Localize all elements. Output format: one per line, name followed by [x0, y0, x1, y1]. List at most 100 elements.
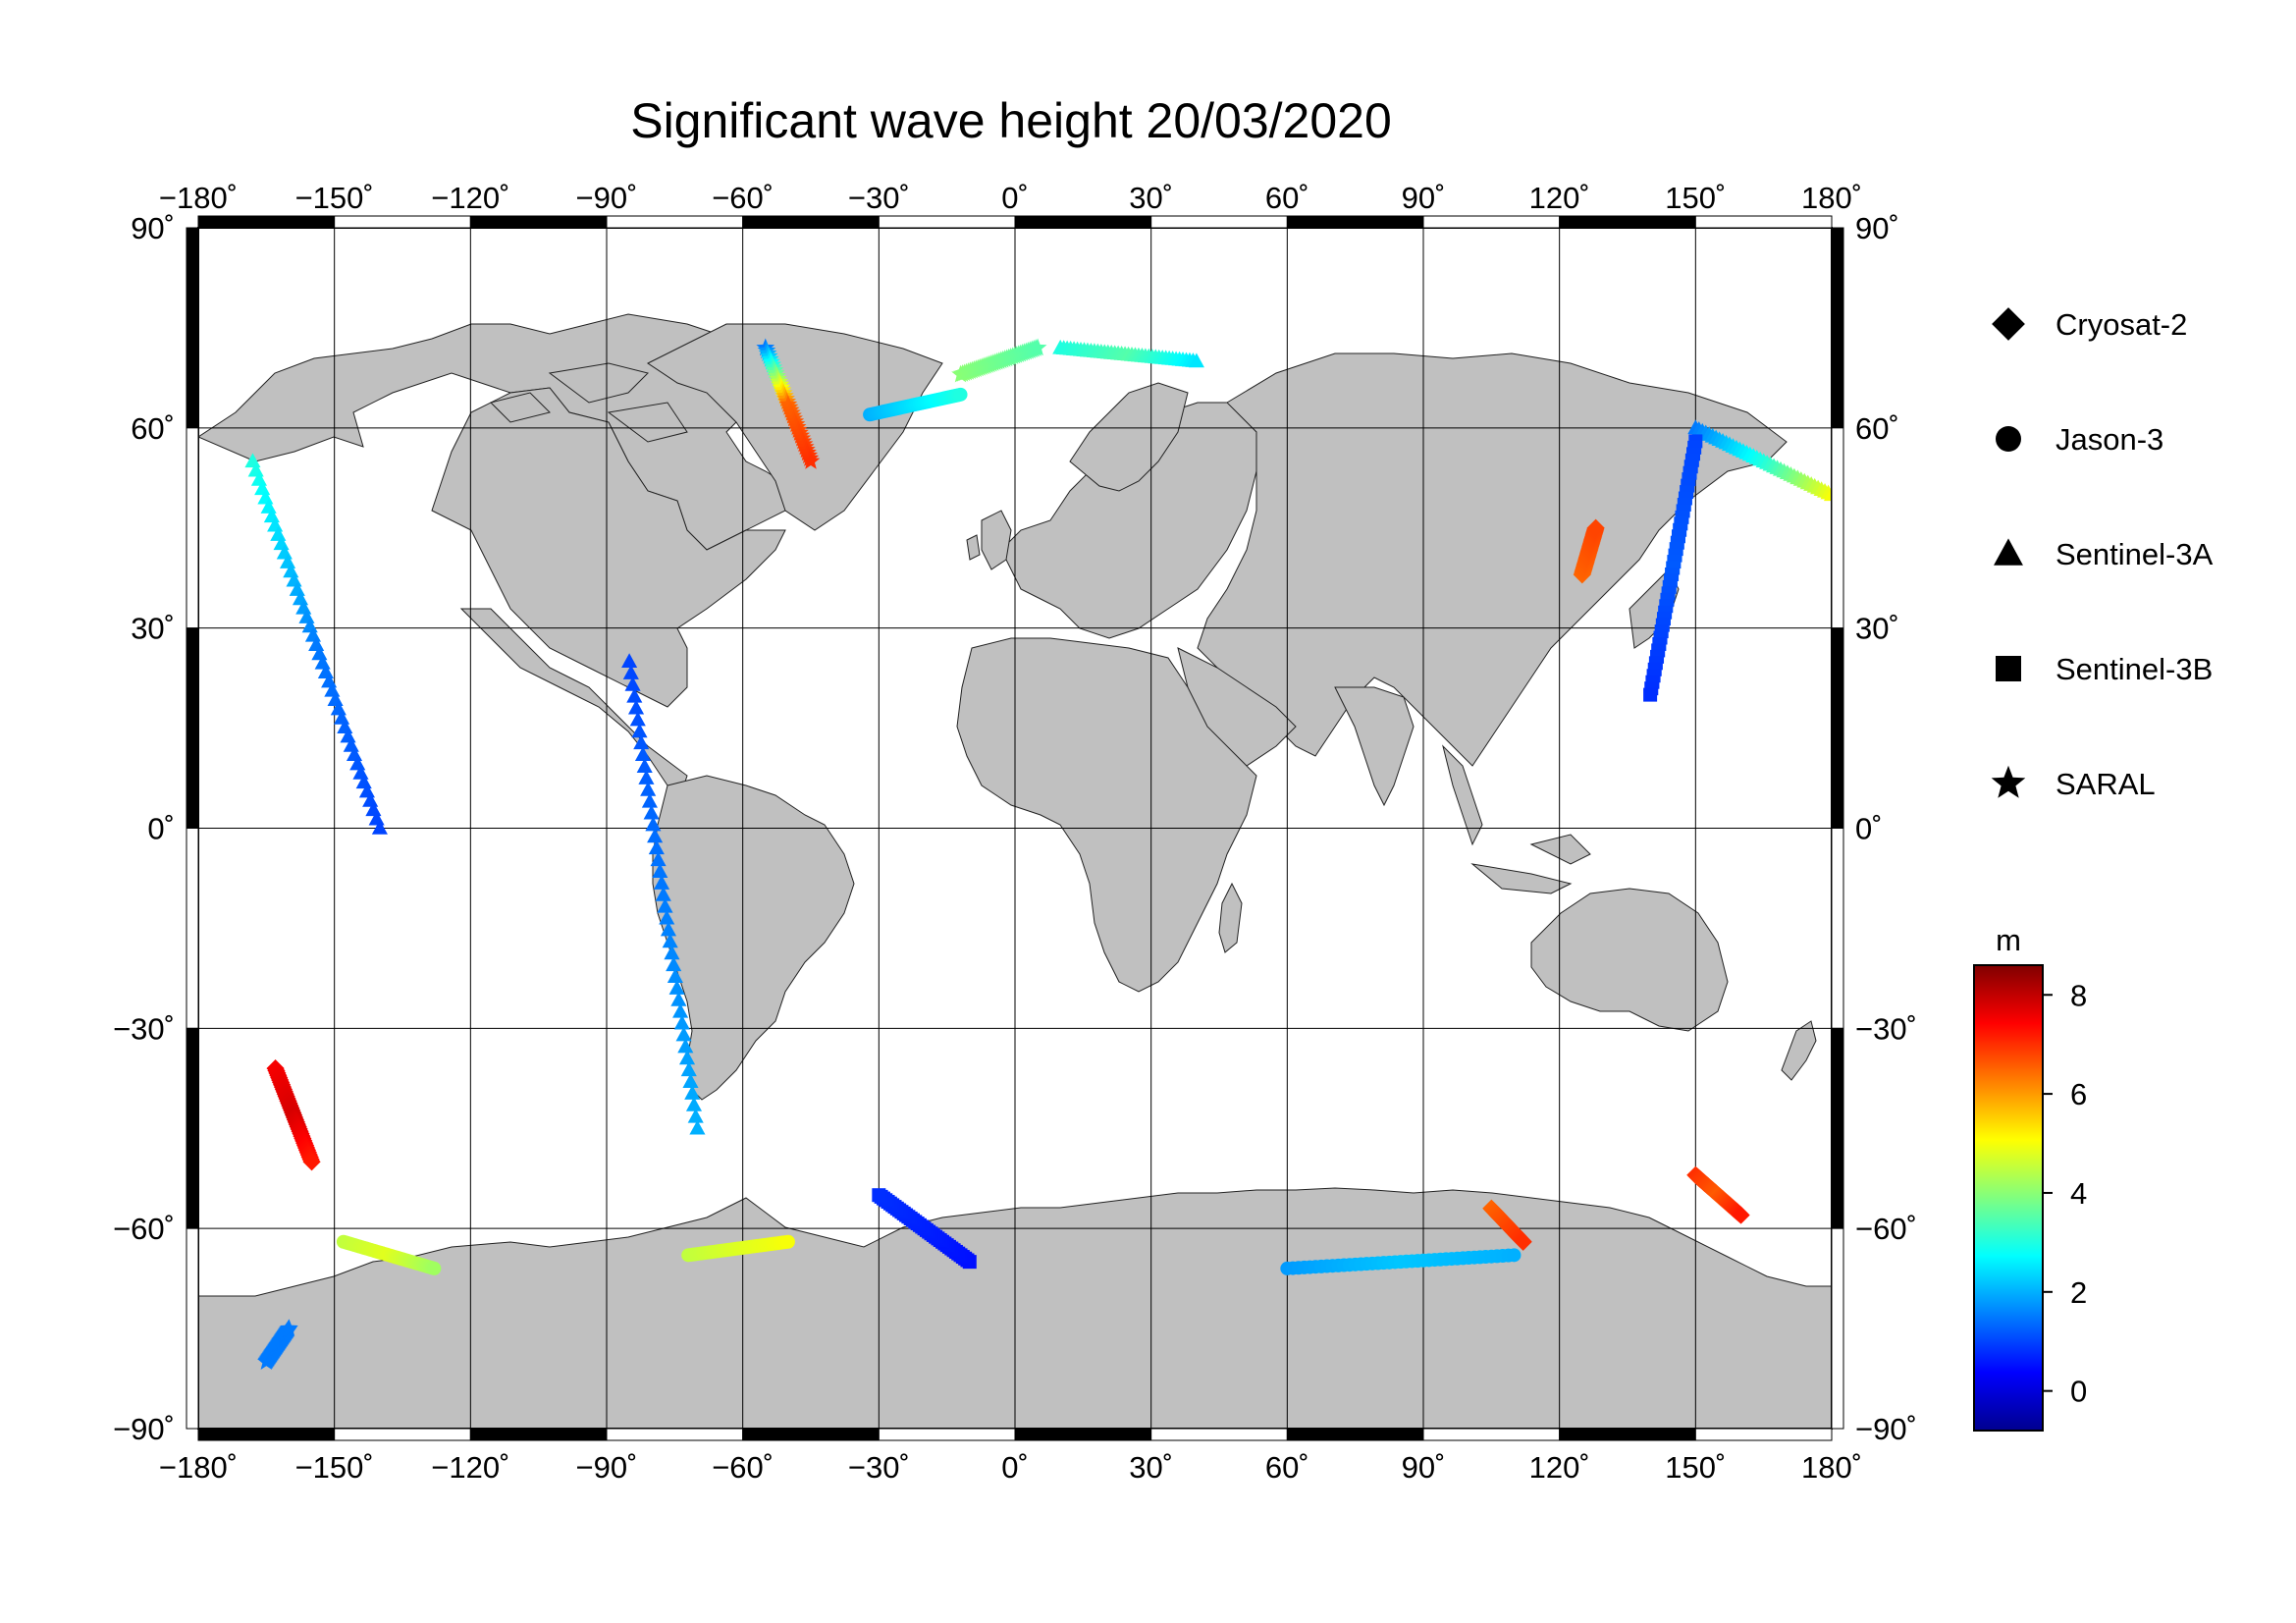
frame-band-top — [1014, 215, 1152, 229]
lat-tick-label-left: −90˚ — [113, 1412, 175, 1446]
frame-band-left — [186, 227, 199, 429]
lon-tick-label-bottom: −60˚ — [712, 1450, 774, 1485]
lon-tick-label-top: 180˚ — [1801, 181, 1862, 215]
frame-band-bottom — [1150, 1428, 1288, 1441]
frame-band-bottom — [1422, 1428, 1561, 1441]
legend-label: SARAL — [2056, 767, 2156, 801]
track-point — [627, 699, 645, 715]
frame-band-top — [197, 215, 336, 229]
legend-label: Sentinel-3B — [2056, 652, 2213, 686]
landmass-india — [1334, 686, 1415, 807]
frame-band-top — [878, 215, 1016, 229]
lon-tick-label-top: −150˚ — [295, 181, 374, 215]
colorbar-ticks: 8 6 4 2 0 — [2043, 978, 2087, 1409]
frame-band-right — [1831, 427, 1844, 629]
lon-tick-label-top: −180˚ — [159, 181, 238, 215]
track-point — [640, 782, 657, 796]
lat-tick-label-left: 0˚ — [147, 812, 175, 846]
lon-tick-label-top: 150˚ — [1665, 181, 1726, 215]
track-point — [624, 676, 641, 691]
lon-tick-label-top: 0˚ — [1001, 181, 1029, 215]
track-point — [647, 828, 664, 843]
track-point — [1586, 518, 1605, 537]
colorbar-gradient — [1973, 964, 2044, 1432]
lat-tick-label-left: −30˚ — [113, 1011, 175, 1046]
lon-tick-label-top: 120˚ — [1529, 181, 1590, 215]
frame-band-left — [186, 1027, 199, 1229]
track-point — [1188, 352, 1204, 368]
frame-band-left — [186, 627, 199, 830]
lon-tick-label-top: −60˚ — [712, 181, 774, 215]
legend-symbol-diamond — [1992, 307, 2025, 341]
lon-tick-label-top: −90˚ — [576, 181, 638, 215]
lat-tick-label-left: 30˚ — [131, 612, 175, 646]
frame-band-top — [1694, 215, 1833, 229]
lat-tick-label-right: −60˚ — [1855, 1212, 1917, 1246]
frame-band-bottom — [1014, 1428, 1152, 1441]
lon-tick-label-bottom: 60˚ — [1265, 1450, 1309, 1485]
frame-band-right — [1831, 1027, 1844, 1229]
lon-tick-label-bottom: 120˚ — [1529, 1450, 1590, 1485]
landmass-us-mainland — [431, 387, 786, 708]
map-frame — [186, 215, 1844, 1441]
frame-band-right — [1831, 1227, 1844, 1430]
track-point — [371, 820, 388, 835]
frame-band-top — [334, 215, 471, 229]
frame-band-bottom — [878, 1428, 1016, 1441]
track-point — [633, 734, 650, 750]
legend-symbol-star — [1991, 765, 2026, 798]
frame-band-right — [1831, 227, 1844, 429]
lon-tick-label-bottom: −90˚ — [576, 1450, 638, 1485]
legend-label: Jason-3 — [2056, 422, 2163, 457]
lon-tick-label-top: 30˚ — [1129, 181, 1173, 215]
landmass-central-america — [459, 608, 688, 791]
track-point — [677, 1038, 694, 1054]
lat-tick-label-left: −60˚ — [113, 1212, 175, 1246]
track-point — [643, 804, 660, 820]
lat-tick-label-left: 60˚ — [131, 411, 175, 446]
map-frame-checker — [186, 215, 1844, 1441]
track-point — [953, 387, 968, 402]
lat-tick-label-right: 0˚ — [1855, 812, 1883, 846]
frame-band-bottom — [606, 1428, 744, 1441]
landmass-africa — [956, 637, 1257, 993]
track-point — [621, 653, 638, 668]
lon-tick-label-bottom: 180˚ — [1801, 1450, 1862, 1485]
track-point — [680, 1061, 697, 1077]
frame-band-bottom — [1286, 1428, 1424, 1441]
track-point — [638, 770, 655, 784]
landmass-canadian-islands — [490, 362, 688, 443]
colorbar-tick-label: 4 — [2070, 1176, 2087, 1211]
track-point — [655, 887, 671, 901]
track-point — [1028, 338, 1047, 356]
track-point — [675, 1026, 692, 1042]
colorbar-tick-label: 0 — [2070, 1375, 2087, 1409]
lon-tick-label-bottom: 90˚ — [1402, 1450, 1446, 1485]
track-point — [622, 665, 639, 679]
frame-band-left — [186, 828, 199, 1029]
lat-tick-label-left: 90˚ — [131, 211, 175, 245]
frame-band-bottom — [334, 1428, 471, 1441]
lon-tick-label-top: −120˚ — [431, 181, 509, 215]
track-point — [645, 816, 662, 832]
track-point — [636, 758, 653, 773]
track-point — [682, 1073, 699, 1088]
graticule — [198, 228, 1832, 1429]
track-point — [629, 711, 646, 727]
track-point — [666, 956, 682, 972]
track-point — [664, 945, 680, 960]
lon-tick-label-bottom: 0˚ — [1001, 1450, 1029, 1485]
frame-band-top — [1559, 215, 1696, 229]
colorbar-unit: m — [1996, 923, 2021, 957]
track-point — [668, 980, 685, 995]
legend-label: Sentinel-3A — [2056, 537, 2214, 571]
track-point — [659, 909, 675, 925]
frame-band-top — [469, 215, 608, 229]
lon-tick-label-top: 90˚ — [1402, 181, 1446, 215]
lat-tick-label-right: 60˚ — [1855, 411, 1899, 446]
frame-band-right — [1831, 627, 1844, 830]
track-point — [678, 1050, 696, 1065]
track-point — [801, 452, 821, 469]
lat-tick-label-right: −90˚ — [1855, 1412, 1917, 1446]
track-point — [780, 1234, 795, 1249]
